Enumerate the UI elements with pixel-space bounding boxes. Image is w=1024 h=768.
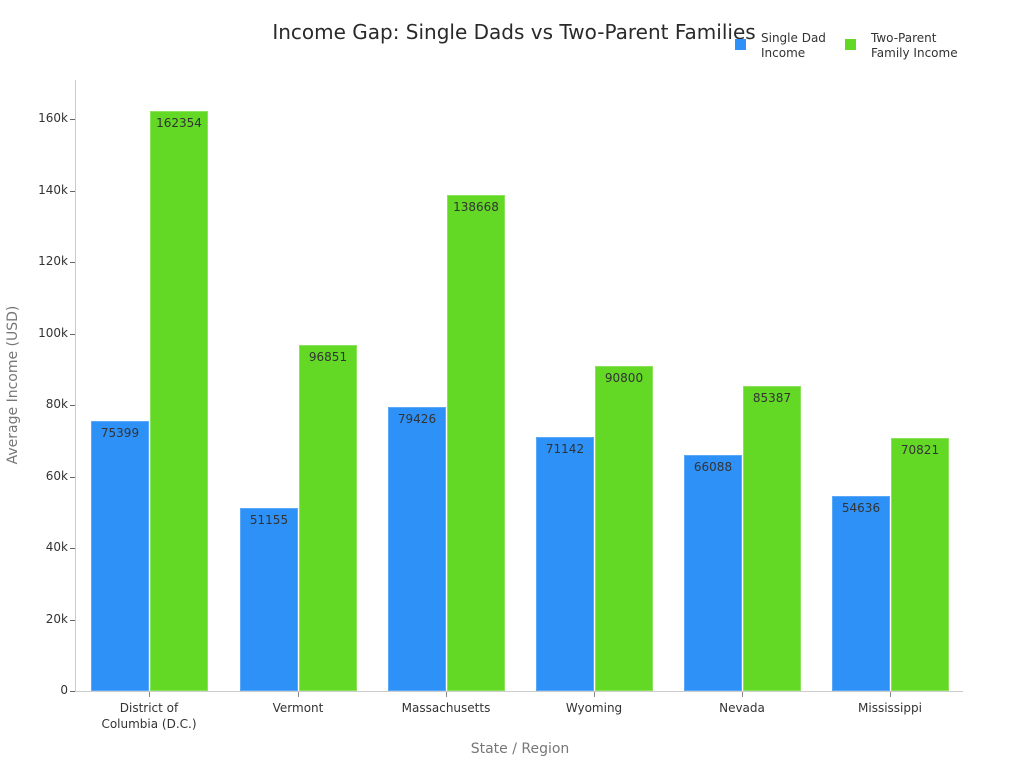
y-tick-label: 100k — [38, 326, 68, 340]
bar-value-label: 71142 — [545, 441, 585, 456]
x-tick — [594, 692, 595, 697]
legend-swatch-two-parent — [845, 39, 856, 50]
bar-value-label: 85387 — [752, 390, 792, 405]
legend-item-two-parent[interactable]: Two-Parent Family Income — [845, 31, 958, 61]
x-axis-label: State / Region — [470, 741, 570, 757]
bar-two-parent[interactable]: 96851 — [299, 344, 357, 691]
bar-two-parent[interactable]: 138668 — [447, 195, 505, 691]
bar-single-dad[interactable]: 79426 — [388, 407, 446, 691]
bar-single-dad[interactable]: 66088 — [684, 454, 742, 691]
bar-value-label: 70821 — [900, 442, 940, 457]
bar-value-label: 66088 — [693, 459, 733, 474]
legend-label-line: Income — [761, 46, 806, 60]
bar-single-dad[interactable]: 75399 — [91, 421, 149, 691]
x-tick-label-line: Massachusetts — [401, 701, 491, 715]
bar-value-label: 54636 — [841, 500, 881, 515]
bar-value-label: 96851 — [308, 349, 348, 364]
legend-label-line: Single Dad — [761, 31, 826, 45]
legend-label-line: Family Income — [871, 46, 958, 60]
y-tick — [70, 691, 75, 692]
x-axis-line — [75, 691, 963, 692]
y-axis-line — [75, 80, 76, 692]
x-tick-label-line: Mississippi — [858, 701, 922, 715]
bar-single-dad[interactable]: 71142 — [536, 436, 594, 691]
y-tick — [70, 334, 75, 335]
x-tick — [890, 692, 891, 697]
x-tick-label-line: Nevada — [719, 701, 765, 715]
bar-two-parent[interactable]: 85387 — [743, 385, 801, 691]
x-tick-label-line: District of — [119, 701, 179, 715]
y-tick — [70, 405, 75, 406]
x-tick — [446, 692, 447, 697]
x-tick-label: Nevada — [672, 700, 812, 716]
y-tick-label: 80k — [45, 397, 68, 411]
y-tick-label: 160k — [38, 111, 68, 125]
bar-two-parent[interactable]: 70821 — [891, 437, 949, 691]
x-tick-label: District of Columbia (D.C.) — [79, 700, 219, 732]
legend-item-single-dad[interactable]: Single Dad Income — [735, 31, 826, 61]
y-tick-label: 60k — [45, 469, 68, 483]
y-tick-label: 0 — [60, 683, 68, 697]
x-tick-label-line: Vermont — [272, 701, 324, 715]
y-tick — [70, 620, 75, 621]
y-tick-label: 120k — [38, 254, 68, 268]
bar-two-parent[interactable]: 162354 — [150, 110, 208, 691]
x-tick-label: Wyoming — [524, 700, 664, 716]
bar-value-label: 79426 — [397, 412, 437, 427]
legend-label-line: Two-Parent — [871, 31, 937, 45]
bar-value-label: 138668 — [453, 200, 499, 215]
y-tick — [70, 548, 75, 549]
x-tick-label-line: Wyoming — [565, 701, 623, 715]
legend-swatch-single-dad — [735, 39, 746, 50]
y-tick-label: 20k — [45, 612, 68, 626]
y-tick-label: 140k — [38, 183, 68, 197]
bar-single-dad[interactable]: 54636 — [832, 495, 890, 691]
x-tick — [149, 692, 150, 697]
y-tick — [70, 119, 75, 120]
bar-value-label: 162354 — [156, 115, 202, 130]
x-tick-label: Vermont — [228, 700, 368, 716]
x-tick-label-line: Columbia (D.C.) — [101, 717, 197, 731]
y-tick — [70, 477, 75, 478]
y-tick — [70, 191, 75, 192]
bar-value-label: 51155 — [249, 513, 289, 528]
bar-two-parent[interactable]: 90800 — [595, 366, 653, 691]
x-tick — [742, 692, 743, 697]
y-tick — [70, 262, 75, 263]
chart-title: Income Gap: Single Dads vs Two-Parent Fa… — [272, 20, 756, 44]
x-tick-label: Mississippi — [820, 700, 960, 716]
bar-single-dad[interactable]: 51155 — [240, 508, 298, 691]
x-tick — [298, 692, 299, 697]
x-tick-label: Massachusetts — [376, 700, 516, 716]
bar-value-label: 90800 — [604, 371, 644, 386]
y-axis-label: Average Income (USD) — [5, 305, 21, 465]
y-tick-label: 40k — [45, 540, 68, 554]
bar-value-label: 75399 — [100, 426, 140, 441]
